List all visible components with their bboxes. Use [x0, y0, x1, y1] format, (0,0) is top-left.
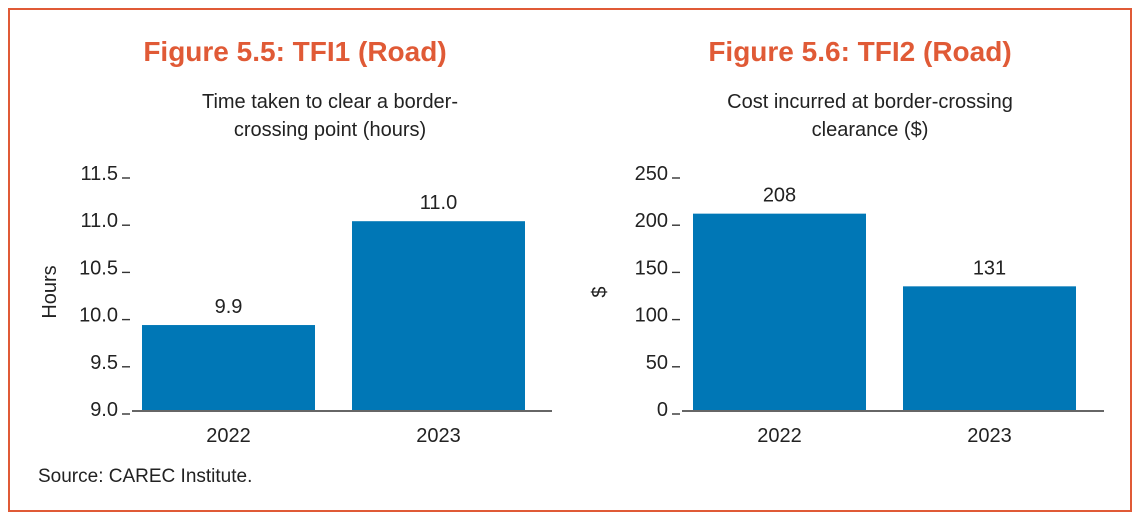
chart-2-x-tick-label: 2022 — [757, 425, 802, 447]
chart-2-value-label: 208 — [763, 185, 796, 207]
chart-1-title: Figure 5.5: TFI1 (Road) — [143, 36, 447, 67]
chart-1-y-tick-label: 9.5 — [90, 352, 118, 374]
chart-1-y-tick-label: 9.0 — [90, 399, 118, 421]
chart-1-bar-2023 — [352, 221, 525, 410]
chart-2-subtitle-line-2: clearance ($) — [811, 119, 929, 141]
chart-1-x-tick-label: 2022 — [206, 425, 251, 447]
chart-1-subtitle-line-1: Time taken to clear a border- — [201, 91, 459, 113]
chart-2-y-tick-label: 100 — [635, 305, 668, 327]
chart-2-y-tick-label: 150 — [635, 257, 668, 279]
chart-1-subtitle-line-2: crossing point (hours) — [233, 119, 427, 141]
chart-2-x-tick-label: 2023 — [967, 425, 1012, 447]
chart-1-x-tick-label: 2023 — [416, 425, 461, 447]
chart-2-y-axis-label: $ — [589, 286, 611, 297]
chart-2-y-tick-label: 50 — [646, 352, 668, 374]
chart-1-y-tick-label: 11.5 — [81, 163, 118, 185]
chart-1-value-label: 9.9 — [215, 296, 243, 318]
chart-1-subtitle: Time taken to clear a border- crossing p… — [110, 88, 550, 144]
source-note: Source: CAREC Institute. — [38, 466, 253, 487]
chart-2-title: Figure 5.6: TFI2 (Road) — [708, 36, 1012, 67]
chart-1-y-tick-label: 11.0 — [81, 210, 118, 232]
chart-2-subtitle-line-1: Cost incurred at border-crossing — [727, 91, 1013, 113]
chart-2-y-tick-label: 200 — [635, 210, 668, 232]
chart-2-subtitle: Cost incurred at border-crossing clearan… — [660, 88, 1080, 144]
chart-2-y-tick-label: 250 — [635, 163, 668, 185]
chart-1-value-label: 11.0 — [420, 192, 457, 214]
chart-2-value-label: 131 — [973, 257, 1006, 279]
chart-2-bar-2022 — [693, 213, 866, 410]
chart-2-bar-2023 — [903, 286, 1076, 410]
chart-2-y-tick-label: 0 — [657, 399, 668, 421]
chart-2-cost-incurred: $0 50 100 150 200 250 208 2022 131 2023 — [589, 163, 1104, 447]
chart-1-time-taken: Hours 9.0 9.5 10.0 10.5 11.0 11.5 9.9 2022 11.0 20… — [39, 163, 552, 447]
chart-1-y-axis-label: Hours — [39, 265, 61, 318]
chart-1-y-tick-label: 10.0 — [79, 305, 118, 327]
figure-frame — [8, 8, 1132, 512]
chart-1-y-tick-label: 10.5 — [79, 257, 118, 279]
chart-1-bar-2022 — [142, 325, 315, 410]
